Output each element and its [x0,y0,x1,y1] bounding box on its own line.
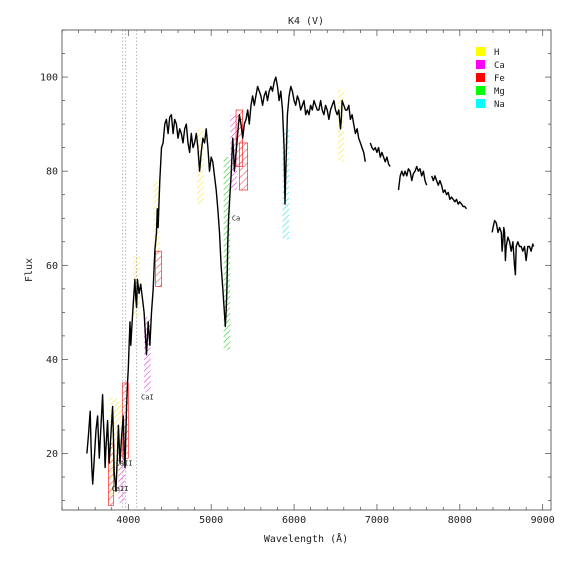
y-tick-label: 60 [46,261,58,272]
legend-label-h: H [494,48,499,58]
line-labels: CaII CaII CaI Ca [112,215,241,494]
x-tick-label: 7000 [365,515,389,526]
legend-label-ca: Ca [494,61,505,71]
region-fe [239,142,248,191]
spectrum-series [86,76,535,492]
legend-swatch-h [476,47,485,56]
x-tick-label: 5000 [199,515,223,526]
region-ca [118,448,125,503]
x-tick-label: 6000 [282,515,306,526]
line-label: CaII [112,485,129,493]
x-axis-label: Wavelength (Å) [264,532,348,545]
legend-label-mg: Mg [494,87,505,97]
legend-swatch-mg [476,86,485,95]
y-axis: 20 40 60 80 100 [40,29,551,501]
y-tick-label: 40 [46,355,58,366]
chart-title: K4 (V) [288,16,324,27]
legend: H Ca Fe Mg Na [476,47,505,110]
legend-swatch-ca [476,60,485,69]
legend-label-na: Na [494,100,505,110]
legend-swatch-na [476,99,485,108]
x-axis: 4000 5000 6000 7000 8000 9000 [61,30,555,526]
spectrum-line [369,142,391,167]
line-label: CaII [116,459,133,467]
plot-frame [61,29,552,511]
line-label: Ca [232,215,240,223]
y-axis-label: Flux [24,258,35,282]
legend-label-fe: Fe [494,74,505,84]
x-tick-label: 8000 [448,515,472,526]
spectrum-line [431,175,468,210]
spectrum-line [491,219,535,276]
legend-swatch-fe [476,73,485,82]
x-tick-label: 4000 [116,515,140,526]
region-fe [155,250,162,287]
spectrum-line [397,165,428,191]
y-tick-label: 80 [46,167,58,178]
region-ca [144,317,151,393]
spectrum-line [86,76,366,492]
x-tick-label: 9000 [531,515,555,526]
line-label: CaI [141,393,154,401]
y-tick-label: 20 [46,449,58,460]
y-tick-label: 100 [40,73,58,84]
